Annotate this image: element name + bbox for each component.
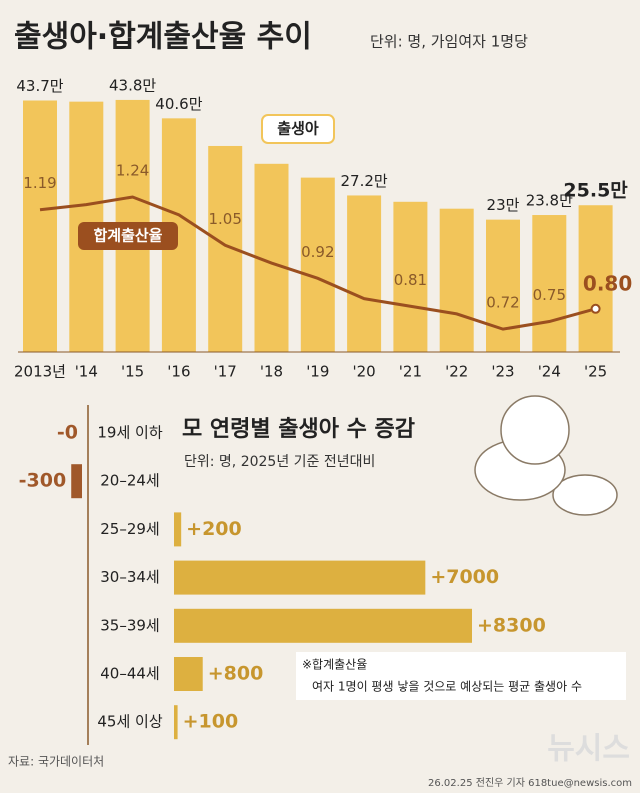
- x-tick-label: '24: [538, 363, 561, 381]
- bar: [439, 208, 474, 352]
- bar-value-label: 25.5만: [563, 180, 628, 202]
- x-tick-label: '19: [306, 363, 329, 381]
- rate-point: [590, 303, 601, 314]
- credit: 26.02.25 전진우 기자 618tue@newsis.com: [428, 777, 632, 789]
- rate-value-label: 1.24: [116, 162, 149, 180]
- bar: [486, 219, 520, 352]
- x-tick-label: '17: [214, 363, 237, 381]
- x-tick-label: '16: [167, 363, 190, 381]
- rate-value-label: 1.19: [23, 174, 56, 192]
- bar-value-label: 23.8만: [526, 192, 573, 210]
- x-tick-label: 2013년: [14, 363, 66, 381]
- rate-legend: 합계출산율: [93, 227, 162, 245]
- x-tick-label: '20: [352, 363, 375, 381]
- rate-value-label: 0.75: [533, 286, 566, 304]
- rate-value-label: 0.92: [301, 243, 334, 261]
- category-label: 19세 이하: [97, 424, 162, 442]
- bar: [174, 560, 426, 595]
- bar: [300, 177, 335, 352]
- category-label: 20–24세: [100, 472, 159, 490]
- rate-value-label: 0.72: [486, 294, 519, 312]
- category-label: 35–39세: [100, 616, 159, 634]
- bar-value-label: 23만: [487, 196, 520, 214]
- sub-unit: 단위: 명, 2025년 기준 전년대비: [184, 454, 375, 470]
- rate-callout: [78, 222, 178, 250]
- x-tick-label: '23: [491, 363, 514, 381]
- note-title: ※합계출산율: [302, 658, 367, 672]
- value-label: -0: [57, 422, 78, 444]
- rate-value-label: 0.80: [583, 271, 632, 295]
- note-text: 여자 1명이 평생 낳을 것으로 예상되는 평균 출생아 수: [312, 680, 582, 694]
- x-tick-label: '22: [445, 363, 468, 381]
- sub-title: 모 연령별 출생아 수 증감: [182, 417, 415, 442]
- bar: [393, 201, 428, 352]
- value-label: +200: [186, 518, 242, 540]
- births-legend: 출생아: [277, 120, 319, 138]
- births-callout: [261, 114, 335, 144]
- bar: [23, 100, 57, 352]
- category-label: 40–44세: [100, 665, 159, 683]
- rate-line: [39, 195, 596, 331]
- bar: [174, 657, 203, 691]
- source: 자료: 국가데이터처: [8, 755, 104, 769]
- bar-value-label: 43.7만: [16, 77, 63, 95]
- x-tick-label: '15: [121, 363, 144, 381]
- rate-value-label: 0.81: [394, 271, 427, 289]
- bar: [578, 205, 613, 352]
- title: 출생아·합계출산율 추이: [14, 20, 312, 55]
- value-label: +800: [208, 663, 264, 685]
- value-label: +8300: [477, 614, 546, 636]
- logo: 뉴시스: [547, 732, 630, 767]
- note-box: [296, 652, 626, 700]
- bar: [71, 464, 82, 499]
- bar: [174, 608, 472, 643]
- bar-value-label: 27.2만: [340, 172, 387, 190]
- category-label: 30–34세: [100, 568, 159, 586]
- value-label: +100: [183, 711, 239, 733]
- value-label: +7000: [430, 566, 499, 588]
- x-tick-label: '25: [584, 363, 607, 381]
- bar: [532, 215, 567, 352]
- baby: [474, 395, 618, 516]
- bar-value-label: 40.6만: [155, 95, 202, 113]
- unit: 단위: 명, 가임여자 1명당: [370, 33, 528, 51]
- rate-value-label: 1.05: [208, 210, 241, 228]
- category-label: 45세 이상: [97, 713, 162, 731]
- bar: [174, 512, 182, 547]
- bar: [174, 705, 178, 740]
- bar-value-label: 43.8만: [109, 76, 156, 94]
- category-label: 25–29세: [100, 520, 159, 538]
- x-tick-label: '18: [260, 363, 283, 381]
- x-tick-label: '14: [75, 363, 98, 381]
- x-tick-label: '21: [399, 363, 422, 381]
- value-label: -300: [19, 470, 67, 492]
- bar: [347, 195, 382, 352]
